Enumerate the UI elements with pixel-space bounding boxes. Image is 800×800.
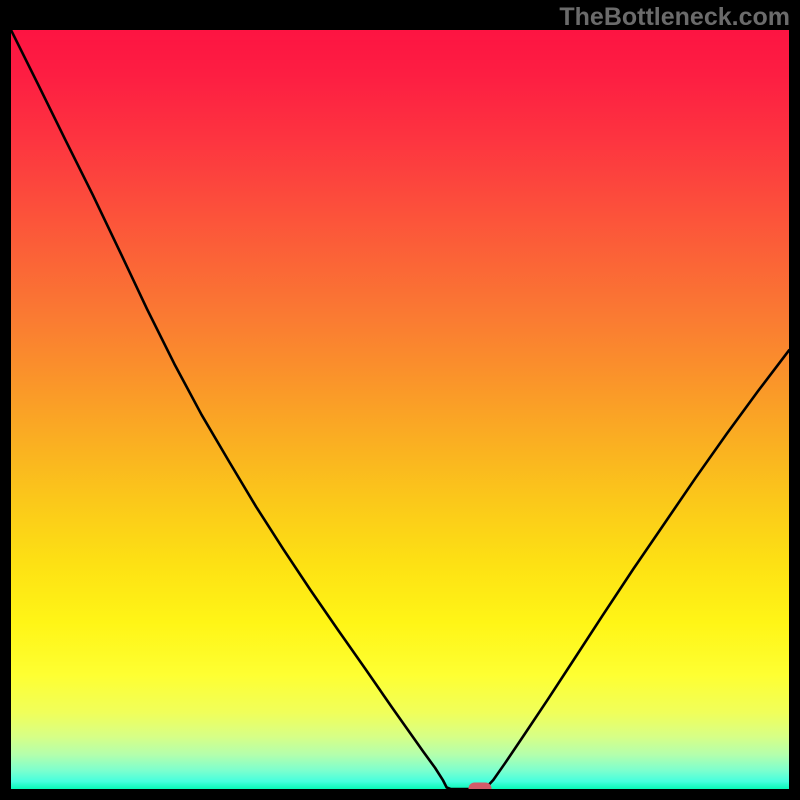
bottleneck-curve <box>11 30 789 789</box>
optimal-marker <box>469 783 492 790</box>
curve-path <box>11 30 789 789</box>
chart-stage: TheBottleneck.com <box>0 0 800 800</box>
plot-area <box>11 30 789 789</box>
watermark-text: TheBottleneck.com <box>559 3 790 32</box>
